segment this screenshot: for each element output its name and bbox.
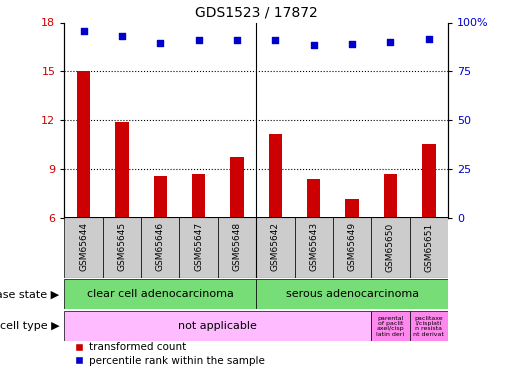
Point	[348, 42, 356, 48]
Text: GSM65644: GSM65644	[79, 222, 88, 271]
Point	[195, 38, 203, 44]
Bar	[256, 217, 295, 278]
Text: serous adenocarcinoma: serous adenocarcinoma	[286, 290, 419, 299]
Text: GSM65649: GSM65649	[348, 222, 356, 272]
Bar	[153, 176, 167, 218]
Bar	[256, 279, 448, 309]
Text: GSM65645: GSM65645	[117, 222, 126, 272]
Bar	[307, 179, 320, 218]
Bar	[141, 217, 180, 278]
Point	[425, 36, 433, 42]
Text: GSM65647: GSM65647	[194, 222, 203, 272]
Point	[233, 38, 241, 44]
Bar	[371, 217, 410, 278]
Bar	[333, 217, 371, 278]
Bar	[422, 144, 436, 218]
Bar	[384, 174, 397, 217]
Legend: transformed count, percentile rank within the sample: transformed count, percentile rank withi…	[70, 338, 269, 370]
Text: GSM65648: GSM65648	[233, 222, 242, 272]
Text: GSM65651: GSM65651	[424, 222, 433, 272]
Bar	[295, 217, 333, 278]
Bar	[192, 174, 205, 217]
Point	[156, 40, 164, 46]
Text: disease state ▶: disease state ▶	[0, 290, 59, 299]
Bar	[218, 217, 256, 278]
Bar	[410, 217, 448, 278]
Text: GSM65646: GSM65646	[156, 222, 165, 272]
Point	[310, 42, 318, 48]
Bar	[269, 134, 282, 218]
Bar	[64, 217, 103, 278]
Bar	[77, 71, 90, 217]
Bar	[180, 217, 218, 278]
Text: clear cell adenocarcinoma: clear cell adenocarcinoma	[87, 290, 234, 299]
Bar	[115, 122, 129, 218]
Point	[386, 39, 394, 45]
Bar	[371, 311, 410, 341]
Point	[79, 28, 88, 34]
Text: GSM65643: GSM65643	[310, 222, 318, 272]
Text: GSM65650: GSM65650	[386, 222, 395, 272]
Text: parental
of paclit
axel/cisp
latin deri: parental of paclit axel/cisp latin deri	[376, 316, 405, 337]
Bar	[410, 311, 448, 341]
Text: not applicable: not applicable	[178, 321, 258, 331]
Bar	[103, 217, 141, 278]
Bar	[64, 311, 371, 341]
Bar	[230, 157, 244, 218]
Text: cell type ▶: cell type ▶	[0, 321, 59, 331]
Bar	[346, 199, 359, 217]
Text: paclitaxe
l/cisplati
n resista
nt derivat: paclitaxe l/cisplati n resista nt deriva…	[414, 316, 444, 337]
Text: GSM65642: GSM65642	[271, 222, 280, 271]
Bar	[64, 279, 256, 309]
Point	[118, 33, 126, 39]
Title: GDS1523 / 17872: GDS1523 / 17872	[195, 6, 318, 20]
Point	[271, 38, 280, 44]
